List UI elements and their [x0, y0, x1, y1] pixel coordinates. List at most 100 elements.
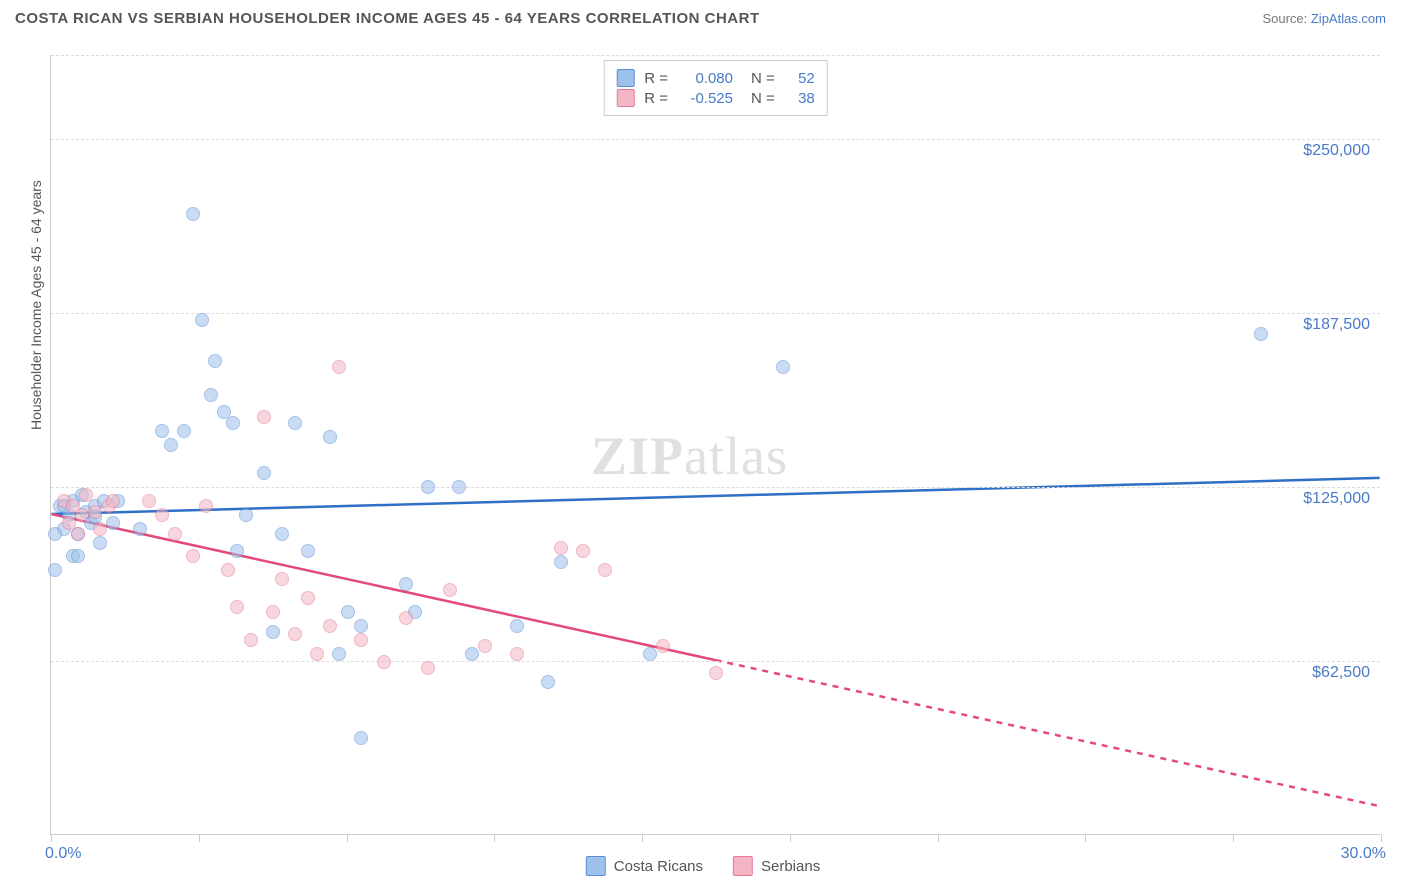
- data-point: [643, 647, 657, 661]
- data-point: [195, 313, 209, 327]
- gridline: [51, 313, 1380, 314]
- data-point: [465, 647, 479, 661]
- legend-item: Serbians: [733, 848, 820, 884]
- n-value: 52: [785, 70, 815, 87]
- data-point: [332, 360, 346, 374]
- y-axis-title: Householder Income Ages 45 - 64 years: [28, 180, 44, 430]
- swatch-icon: [616, 89, 634, 107]
- data-point: [510, 619, 524, 633]
- data-point: [177, 424, 191, 438]
- data-point: [554, 555, 568, 569]
- data-point: [323, 619, 337, 633]
- swatch-icon: [586, 856, 606, 876]
- swatch-icon: [733, 856, 753, 876]
- n-value: 38: [785, 90, 815, 107]
- data-point: [75, 508, 89, 522]
- data-point: [133, 522, 147, 536]
- data-point: [230, 544, 244, 558]
- data-point: [221, 563, 235, 577]
- y-tick-label: $62,500: [1312, 664, 1370, 682]
- data-point: [48, 563, 62, 577]
- data-point: [275, 527, 289, 541]
- data-point: [598, 563, 612, 577]
- source-label: Source: ZipAtlas.com: [1262, 11, 1386, 26]
- r-value: 0.080: [678, 70, 733, 87]
- x-tick: [1233, 834, 1234, 842]
- data-point: [656, 639, 670, 653]
- x-tick: [494, 834, 495, 842]
- data-point: [443, 583, 457, 597]
- data-point: [554, 541, 568, 555]
- data-point: [239, 508, 253, 522]
- watermark: ZIPatlas: [591, 425, 788, 487]
- data-point: [204, 388, 218, 402]
- swatch-icon: [616, 69, 634, 87]
- n-label: N =: [751, 70, 775, 87]
- source-link[interactable]: ZipAtlas.com: [1311, 11, 1386, 26]
- data-point: [168, 527, 182, 541]
- data-point: [186, 549, 200, 563]
- legend-item: Costa Ricans: [586, 848, 703, 884]
- data-point: [709, 666, 723, 680]
- data-point: [354, 633, 368, 647]
- data-point: [510, 647, 524, 661]
- x-tick: [51, 834, 52, 842]
- data-point: [323, 430, 337, 444]
- chart-header: COSTA RICAN VS SERBIAN HOUSEHOLDER INCOM…: [0, 0, 1406, 32]
- legend-label: Costa Ricans: [614, 858, 703, 875]
- data-point: [79, 488, 93, 502]
- data-point: [257, 410, 271, 424]
- data-point: [354, 619, 368, 633]
- correlation-stats-box: R = 0.080 N = 52R = -0.525 N = 38: [603, 60, 828, 116]
- x-axis-min-label: 0.0%: [45, 845, 81, 863]
- legend-label: Serbians: [761, 858, 820, 875]
- data-point: [288, 627, 302, 641]
- data-point: [301, 591, 315, 605]
- n-label: N =: [751, 90, 775, 107]
- gridline: [51, 55, 1380, 56]
- data-point: [93, 522, 107, 536]
- data-point: [576, 544, 590, 558]
- x-tick: [938, 834, 939, 842]
- gridline: [51, 661, 1380, 662]
- data-point: [1254, 327, 1268, 341]
- chart-title: COSTA RICAN VS SERBIAN HOUSEHOLDER INCOM…: [15, 10, 760, 27]
- data-point: [541, 675, 555, 689]
- data-point: [399, 611, 413, 625]
- data-point: [275, 572, 289, 586]
- stats-row: R =-0.525N =38: [616, 89, 815, 107]
- data-point: [106, 516, 120, 530]
- data-point: [226, 416, 240, 430]
- data-point: [266, 605, 280, 619]
- data-point: [48, 527, 62, 541]
- x-tick: [642, 834, 643, 842]
- r-label: R =: [644, 70, 668, 87]
- data-point: [399, 577, 413, 591]
- data-point: [341, 605, 355, 619]
- data-point: [164, 438, 178, 452]
- stats-row: R = 0.080 N = 52: [616, 69, 815, 87]
- x-tick: [1381, 834, 1382, 842]
- gridline: [51, 487, 1380, 488]
- data-point: [452, 480, 466, 494]
- r-value: -0.525: [678, 90, 733, 107]
- data-point: [478, 639, 492, 653]
- x-axis-max-label: 30.0%: [1341, 845, 1386, 863]
- legend: Costa Ricans Serbians: [586, 848, 820, 884]
- data-point: [93, 536, 107, 550]
- data-point: [288, 416, 302, 430]
- data-point: [199, 499, 213, 513]
- data-point: [71, 549, 85, 563]
- x-tick: [199, 834, 200, 842]
- data-point: [155, 424, 169, 438]
- trendline: [716, 660, 1380, 806]
- data-point: [155, 508, 169, 522]
- data-point: [310, 647, 324, 661]
- data-point: [332, 647, 346, 661]
- data-point: [377, 655, 391, 669]
- trendline: [51, 514, 715, 660]
- chart-plot-area: ZIPatlas R = 0.080 N = 52R = -0.525 N = 38 $62…: [50, 55, 1380, 835]
- data-point: [776, 360, 790, 374]
- data-point: [88, 505, 102, 519]
- data-point: [106, 494, 120, 508]
